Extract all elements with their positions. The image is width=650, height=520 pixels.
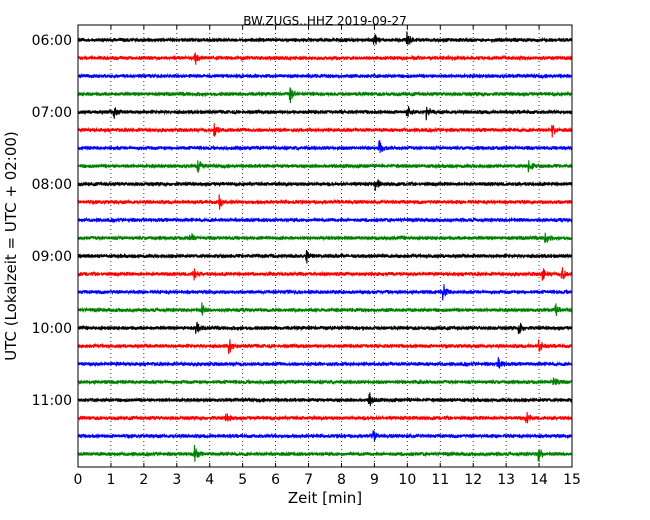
trace-row-1130 <box>77 430 573 442</box>
x-tick-label: 0 <box>74 472 83 488</box>
y-tick-label: 09:00 <box>32 249 72 265</box>
grid-lines <box>110 25 540 467</box>
chart-title: BW.ZUGS..HHZ 2019-09-27 <box>243 14 406 28</box>
x-tick-label: 2 <box>139 472 148 488</box>
trace-row-0745 <box>77 160 573 173</box>
x-axis: 0 1 2 3 4 5 6 7 8 9 10 11 12 13 14 15 <box>74 25 581 488</box>
x-tick-label: 15 <box>563 472 581 488</box>
x-tick-label: 4 <box>205 472 214 488</box>
trace-row-0900 <box>77 249 573 264</box>
trace-row-0615 <box>77 52 573 65</box>
trace-row-0915 <box>77 267 573 281</box>
x-tick-label: 6 <box>271 472 280 488</box>
trace-row-0815 <box>77 194 573 210</box>
trace-row-0700 <box>77 106 573 121</box>
x-tick-label: 14 <box>530 472 548 488</box>
x-tick-label: 8 <box>337 472 346 488</box>
x-tick-label: 9 <box>370 472 379 488</box>
seismic-traces <box>77 31 573 462</box>
trace-row-1045 <box>77 377 573 386</box>
trace-row-0845 <box>77 232 573 243</box>
x-tick-label: 3 <box>172 472 181 488</box>
y-axis: 06:00 07:00 08:00 09:00 10:00 11:00 <box>32 33 572 409</box>
trace-row-1015 <box>77 339 573 354</box>
trace-row-1000 <box>77 321 573 335</box>
trace-row-0630 <box>77 72 573 80</box>
y-tick-label: 10:00 <box>32 321 72 337</box>
y-tick-label: 06:00 <box>32 33 72 49</box>
x-tick-label: 1 <box>106 472 115 488</box>
trace-row-0715 <box>77 123 573 138</box>
x-tick-label: 10 <box>398 472 416 488</box>
x-tick-label: 7 <box>304 472 313 488</box>
plot-frame <box>77 24 573 468</box>
trace-row-1100 <box>77 392 573 407</box>
y-tick-label: 07:00 <box>32 105 72 121</box>
trace-row-0645 <box>77 87 573 104</box>
y-axis-label: UTC (Lokalzeit = UTC + 02:00) <box>2 131 20 361</box>
x-tick-label: 13 <box>497 472 515 488</box>
x-axis-label: Zeit [min] <box>288 489 362 507</box>
trace-row-0800 <box>77 179 573 191</box>
trace-row-1145 <box>77 445 573 462</box>
trace-row-0930 <box>77 284 573 301</box>
trace-row-0730 <box>77 140 573 153</box>
trace-row-0830 <box>77 216 573 224</box>
trace-row-1115 <box>77 411 573 424</box>
y-tick-label: 08:00 <box>32 177 72 193</box>
trace-row-0600 <box>77 31 573 45</box>
y-tick-label: 11:00 <box>32 393 72 409</box>
trace-row-1030 <box>77 357 573 369</box>
x-tick-label: 12 <box>464 472 482 488</box>
x-tick-label: 5 <box>238 472 247 488</box>
x-tick-label: 11 <box>431 472 449 488</box>
trace-row-0945 <box>77 302 573 316</box>
